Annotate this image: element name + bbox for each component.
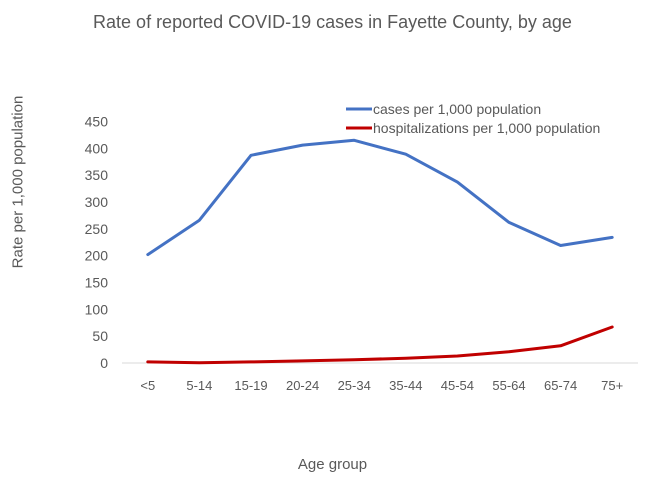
data-point bbox=[404, 153, 407, 156]
data-point bbox=[250, 360, 253, 363]
data-point bbox=[353, 139, 356, 142]
y-tick-label: 450 bbox=[85, 114, 109, 130]
y-tick-label: 0 bbox=[100, 355, 108, 371]
x-tick-label: 35-44 bbox=[389, 378, 422, 393]
data-point bbox=[456, 355, 459, 358]
data-point bbox=[301, 359, 304, 362]
x-tick-label: 25-34 bbox=[338, 378, 371, 393]
data-point bbox=[353, 358, 356, 361]
x-tick-label: 55-64 bbox=[492, 378, 525, 393]
data-point bbox=[146, 360, 149, 363]
data-point bbox=[508, 350, 511, 353]
data-point bbox=[146, 253, 149, 256]
data-point bbox=[250, 154, 253, 157]
x-tick-label: 20-24 bbox=[286, 378, 319, 393]
y-tick-label: 50 bbox=[92, 328, 108, 344]
data-point bbox=[611, 326, 614, 329]
legend-label: hospitalizations per 1,000 population bbox=[373, 120, 600, 136]
y-tick-label: 400 bbox=[85, 140, 109, 156]
chart-title: Rate of reported COVID-19 cases in Fayet… bbox=[93, 12, 572, 32]
data-point bbox=[404, 357, 407, 360]
y-tick-label: 150 bbox=[85, 275, 109, 291]
data-point bbox=[508, 221, 511, 224]
data-point bbox=[559, 244, 562, 247]
x-tick-label: 75+ bbox=[601, 378, 623, 393]
y-tick-label: 350 bbox=[85, 167, 109, 183]
legend-label: cases per 1,000 population bbox=[373, 101, 541, 117]
data-point bbox=[198, 219, 201, 222]
x-tick-label: 65-74 bbox=[544, 378, 577, 393]
y-tick-label: 100 bbox=[85, 301, 109, 317]
x-tick-label: 15-19 bbox=[234, 378, 267, 393]
data-point bbox=[559, 344, 562, 347]
y-tick-label: 300 bbox=[85, 194, 109, 210]
data-point bbox=[301, 144, 304, 147]
x-axis-title: Age group bbox=[297, 456, 368, 473]
data-point bbox=[611, 236, 614, 239]
data-point bbox=[456, 181, 459, 184]
data-point bbox=[198, 361, 201, 364]
series-line-1 bbox=[146, 138, 614, 257]
x-tick-label: 5-14 bbox=[186, 378, 212, 393]
x-tick-label: <5 bbox=[140, 378, 155, 393]
y-tick-label: 250 bbox=[85, 221, 109, 237]
x-tick-label: 45-54 bbox=[441, 378, 474, 393]
y-tick-label: 200 bbox=[85, 248, 109, 264]
series-line-2 bbox=[146, 325, 614, 365]
